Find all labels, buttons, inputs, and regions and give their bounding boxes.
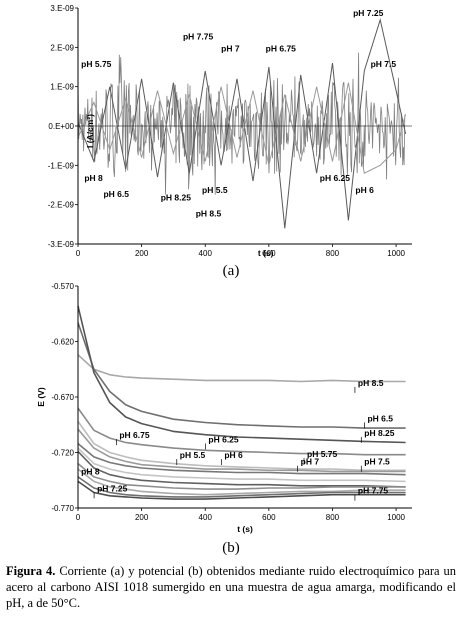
y-tick-label-b: -0.570 [51,282,74,291]
current-noise-chart: 3.E-09 2.E-09 1.E-09 0.E+00 -1.E-09 -2.E-09 -3… [48,4,412,279]
y-tick-label-a: -2.E-09 [48,201,75,210]
current-series-line-1 [77,17,407,229]
caption-prefix: Figura 4. [6,564,56,578]
potential-series-line-775 [77,476,406,498]
x-tick-label-a: 800 [326,249,340,258]
x-tick-label-a: 600 [262,249,276,258]
ph-annotation-a: pH 7.75 [183,31,214,41]
y-tick-label-b: -0.770 [51,504,74,513]
y-tick-label-a: 1.E-09 [50,83,74,92]
x-tick-label-b: 200 [135,513,149,522]
y-tick-label-b: -0.620 [51,338,74,347]
caption-text: Corriente (a) y potencial (b) obtenidos … [6,564,456,610]
ph-annotation-a: pH 6.5 [103,189,129,199]
potential-series-line-625 [77,407,406,456]
ph-annotation-a: pH 6.75 [266,43,297,53]
x-tick-label-b: 400 [199,513,213,522]
potential-series-line-65 [77,322,406,429]
ph-label-b: pH 8 [81,467,100,477]
y-axis-label-b: E (V) [36,387,46,407]
ph-annotation-a: pH 7.5 [371,59,397,69]
current-noise-trace [77,52,406,195]
x-tick-label-b: 1000 [387,513,405,522]
x-tick-label-a: 200 [135,249,149,258]
x-tick-label-a: 0 [76,249,81,258]
potential-series-line-85 [77,354,406,383]
ph-annotation-a: pH 6.25 [320,173,351,183]
figure-caption: Figura 4. Corriente (a) y potencial (b) … [6,563,456,611]
y-tick-label-a: -1.E-09 [48,161,75,170]
ph-label-b: pH 8.5 [358,378,384,388]
panel-label-a: (a) [223,263,240,279]
ph-label-b: pH 6.25 [208,435,239,445]
ph-label-b: pH 8.25 [364,428,395,438]
potential-series-line-575 [77,447,406,483]
ph-label-b: pH 7.5 [364,457,390,467]
ph-annotation-a: pH 8.5 [196,208,222,218]
ph-label-b: pH 7.75 [358,486,389,496]
ph-annotation-a: pH 7.25 [353,8,384,18]
potential-series-line-825 [77,305,406,444]
x-tick-label-a: 400 [199,249,213,258]
panel-label-b: (b) [222,540,240,556]
y-tick-label-b: -0.720 [51,449,74,458]
potential-series-line-55 [77,428,406,473]
ph-label-b: pH 5.5 [180,450,206,460]
potential-series-line-675 [77,420,406,472]
ph-annotation-a: pH 5.5 [202,185,228,195]
ph-label-b: pH 6 [224,450,243,460]
ph-annotation-a: pH 7 [221,43,240,53]
potential-series-line-725 [77,480,406,500]
y-axis-label-a: I (A/cm²) [85,114,95,148]
ph-annotation-a: pH 5.75 [81,59,112,69]
ph-annotation-a: pH 6 [355,185,374,195]
y-tick-label-b: -0.670 [51,393,74,402]
x-tick-label-b: 600 [262,513,276,522]
current-series-line-2 [77,82,407,174]
y-tick-label-a: 2.E-09 [50,43,74,52]
y-tick-label-a: 3.E-09 [50,4,74,13]
potential-series-line-7 [77,450,406,488]
ph-label-b: pH 7 [301,457,320,467]
ph-label-b: pH 5.75 [307,449,338,459]
ph-annotation-a: pH 8.25 [161,193,192,203]
x-axis-label-a: t (s) [258,248,274,258]
x-axis-label-b: t (s) [237,524,253,534]
ph-annotation-a: pH 8 [84,173,103,183]
x-tick-label-a: 1000 [387,249,405,258]
x-tick-label-b: 800 [326,513,340,522]
ph-label-b: pH 6.75 [119,430,150,440]
x-tick-label-b: 0 [76,513,81,522]
y-tick-label-a: 0.E+00 [48,122,74,131]
ph-label-b: pH 7.25 [97,483,128,493]
potential-series-line-6 [77,442,406,476]
ph-label-b: pH 6.5 [367,413,393,423]
y-tick-label-a: -3.E-09 [48,240,75,249]
potential-series-line-8 [77,468,406,496]
potential-series-line-75 [77,462,406,490]
